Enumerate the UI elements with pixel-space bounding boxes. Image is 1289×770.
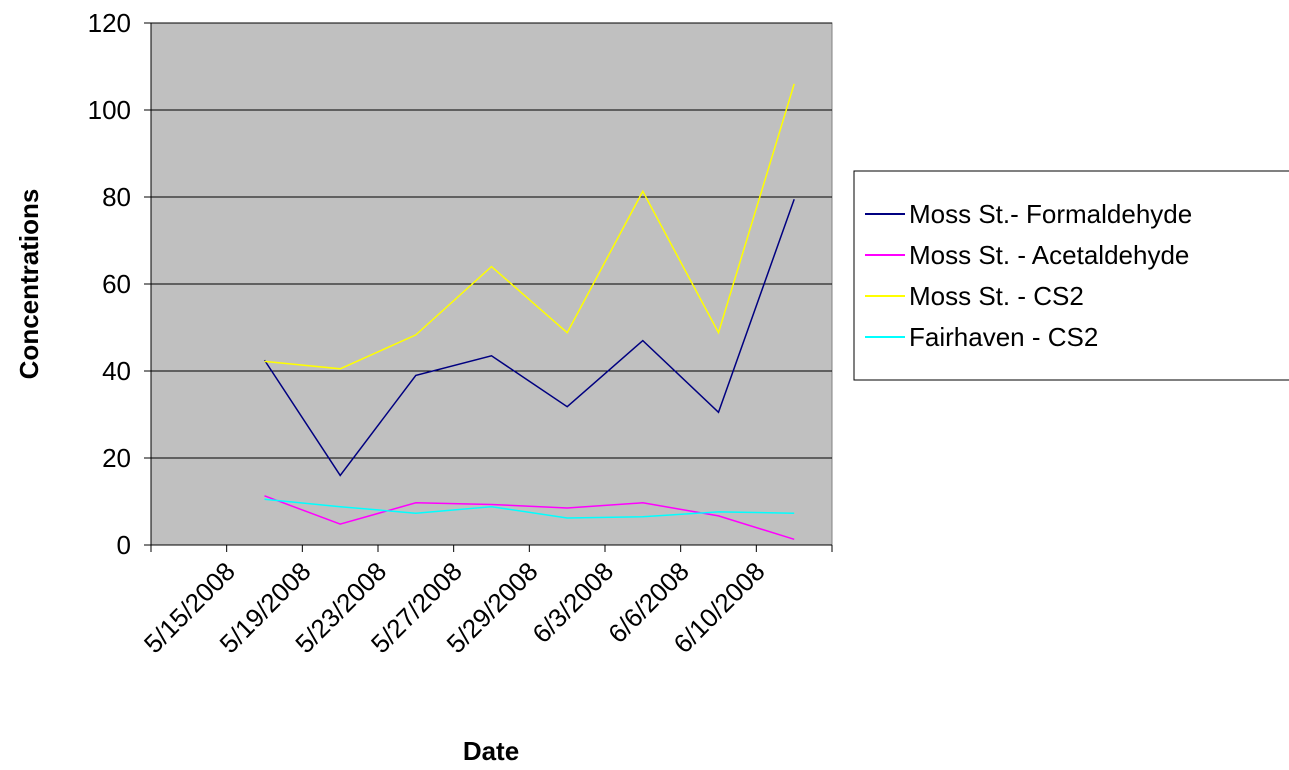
y-tick-label: 0 xyxy=(117,530,131,560)
series-line-2 xyxy=(264,495,795,541)
series-line-1 xyxy=(263,198,795,477)
legend-items: Moss St.- Formaldehyde Moss St. - Acetald… xyxy=(865,199,1192,352)
series-line-4 xyxy=(264,498,795,519)
series-line-3 xyxy=(264,83,795,370)
y-axis-ticks: 0 20 40 60 80 100 120 xyxy=(88,8,151,560)
legend-label: Moss St. - Acetaldehyde xyxy=(909,240,1189,270)
y-axis-title: Concentrations xyxy=(14,189,44,380)
x-tick-label: 6/3/2008 xyxy=(526,556,619,649)
y-tick-label: 20 xyxy=(102,443,131,473)
y-tick-label: 40 xyxy=(102,356,131,386)
legend-label: Moss St. - CS2 xyxy=(909,281,1084,311)
y-tick-label: 60 xyxy=(102,269,131,299)
x-axis-ticks: 5/15/20085/19/20085/23/20085/27/20085/29… xyxy=(138,545,833,659)
legend-label: Fairhaven - CS2 xyxy=(909,322,1098,352)
series-lines xyxy=(263,83,795,541)
legend-label: Moss St.- Formaldehyde xyxy=(909,199,1192,229)
gridlines xyxy=(151,22,832,459)
y-tick-label: 120 xyxy=(88,8,131,38)
y-tick-label: 80 xyxy=(102,182,131,212)
y-tick-label: 100 xyxy=(88,95,131,125)
legend-box xyxy=(853,170,1289,381)
legend: Moss St.- Formaldehyde Moss St. - Acetald… xyxy=(853,170,1289,381)
x-axis-title: Date xyxy=(463,736,519,766)
